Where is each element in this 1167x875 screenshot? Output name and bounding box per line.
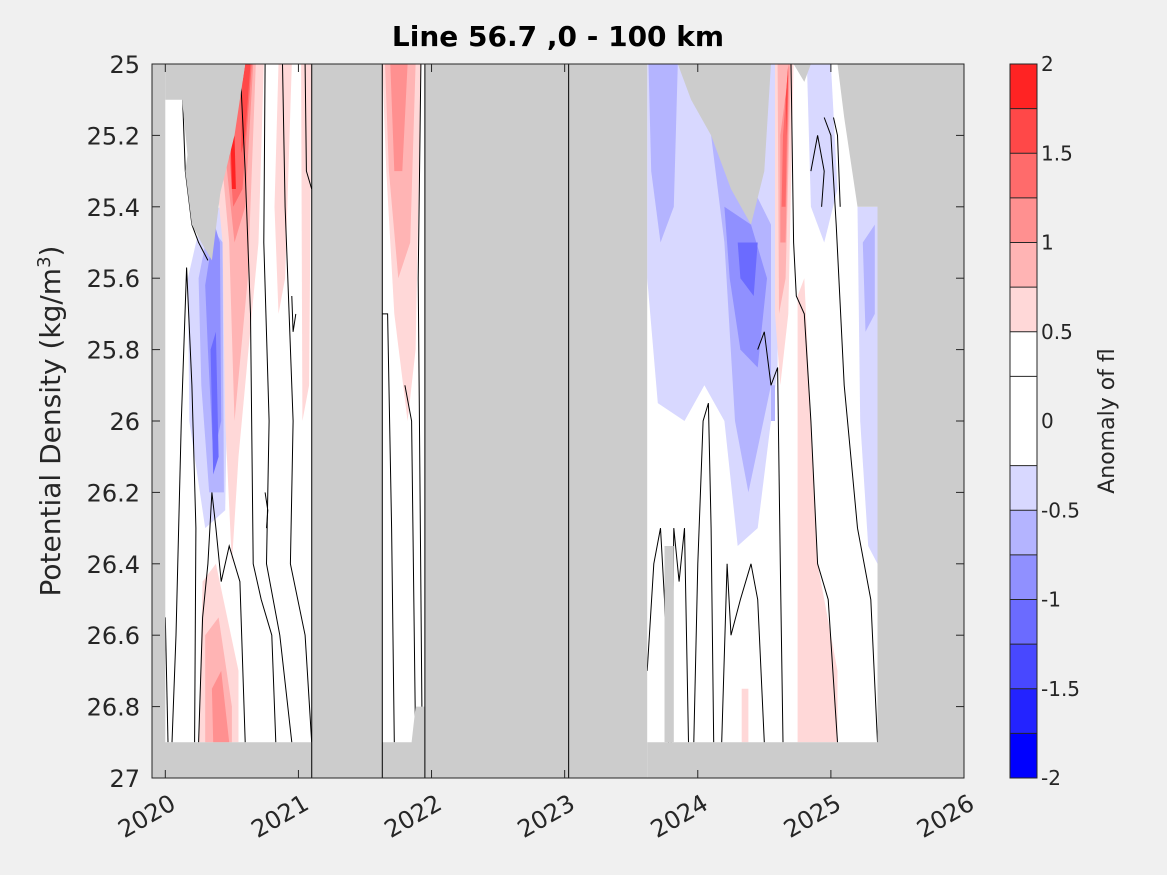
anomaly-patch-31	[797, 278, 838, 743]
colorbar-band-12	[1010, 153, 1037, 198]
anomaly-patch-8	[230, 135, 236, 189]
colorbar-title: Anomaly of fl	[1095, 348, 1120, 494]
colorbar: -2 -1.5 -1 -0.5 0 0.5 1 1.5 2	[1009, 52, 1080, 790]
contour-line-2	[171, 267, 197, 743]
y-tick-label: 25.2	[87, 122, 140, 150]
y-tick-label: 26.8	[87, 694, 140, 722]
no-data-region-6	[424, 64, 569, 778]
colorbar-tick-label: 2	[1041, 52, 1054, 76]
colorbar-band-14	[1010, 64, 1037, 109]
no-data-region-7	[568, 64, 648, 778]
x-tick-label: 2026	[912, 789, 979, 844]
anomaly-patch-23	[737, 242, 758, 296]
no-data-regions	[152, 64, 964, 778]
contour-line-6	[282, 64, 313, 743]
anomaly-patch-34	[862, 224, 875, 332]
contour-line-22	[833, 117, 841, 207]
contour-line-5	[263, 64, 293, 743]
colorbar-band-1	[1010, 688, 1037, 734]
colorbar-band-0	[1010, 733, 1037, 778]
x-tick-label: 2025	[779, 789, 846, 844]
contour-line-20	[823, 117, 878, 743]
colorbar-band-4	[1010, 554, 1037, 600]
contour-line-4	[239, 64, 277, 743]
colorbar-band-10	[1010, 242, 1037, 288]
x-tick-label: 2021	[247, 789, 314, 844]
colorbar-band-8	[1010, 331, 1037, 377]
no-data-region-4	[311, 64, 383, 778]
y-tick-label: 26.4	[87, 551, 140, 579]
x-tick-label: 2023	[513, 789, 580, 844]
colorbar-tick-label: 0.5	[1041, 320, 1073, 344]
colorbar-band-7	[1010, 376, 1037, 466]
colorbar-tick-label: -1.5	[1041, 677, 1080, 701]
y-tick-label: 26.6	[87, 622, 140, 650]
contour-line-1	[164, 617, 169, 743]
anomaly-patch-20	[648, 64, 678, 243]
anomaly-patch-29	[785, 64, 789, 136]
contour-line-9	[264, 492, 269, 529]
anomaly-patch-17	[390, 64, 408, 172]
colorbar-band-13	[1010, 108, 1037, 154]
x-tick-label: 2020	[113, 789, 180, 844]
no-data-region-2	[152, 742, 312, 778]
anomaly-patch-13	[274, 64, 292, 314]
anomaly-patch-30	[741, 688, 749, 743]
colorbar-band-3	[1010, 599, 1037, 645]
y-tick-label: 25	[109, 51, 140, 79]
anomaly-patch-24	[771, 385, 775, 421]
colorbar-band-9	[1010, 287, 1037, 332]
chart-title: Line 56.7 ,0 - 100 km	[392, 20, 724, 53]
y-tick-label: 25.4	[87, 194, 140, 222]
contour-line-3	[198, 492, 246, 743]
colorbar-tick-label: 1.5	[1041, 141, 1073, 165]
contour-line-11	[404, 385, 417, 743]
contour-line-17	[721, 563, 765, 743]
colorbar-tick-label: -0.5	[1041, 498, 1080, 522]
y-tick-label: 25.6	[87, 265, 140, 293]
anomaly-patch-3	[210, 331, 219, 475]
contour-line-19	[790, 64, 838, 743]
anomaly-patch-14	[301, 64, 312, 421]
y-axis: 25 25.2 25.4 25.6 25.8 26 26.2 26.4 26.6 26.8 27	[87, 51, 964, 793]
colorbar-tick-label: -2	[1041, 766, 1061, 790]
colorbar-band-2	[1010, 644, 1037, 689]
no-data-region-11	[677, 64, 771, 225]
no-data-region-10	[837, 64, 964, 778]
contour-line-8	[291, 295, 297, 332]
colorbar-band-5	[1010, 510, 1037, 555]
no-data-region-8	[664, 546, 674, 743]
y-tick-label: 26.2	[87, 479, 140, 507]
y-axis-title-superscript: 3	[34, 256, 55, 267]
colorbar-tick-label: 1	[1041, 231, 1054, 255]
y-tick-label: 25.8	[87, 337, 140, 365]
contour-line-18	[757, 331, 784, 743]
anomaly-patch-12	[211, 670, 230, 743]
plot-area	[152, 64, 964, 778]
colorbar-band-11	[1010, 197, 1037, 243]
y-axis-title: Potential Density (kg/m3)	[34, 246, 67, 597]
x-tick-label: 2024	[646, 789, 713, 844]
contour-lines	[164, 64, 878, 743]
no-data-region-5	[382, 706, 425, 778]
contour-line-10	[382, 313, 395, 743]
contour-line-21	[810, 135, 825, 207]
contour-line-7	[304, 64, 313, 190]
colorbar-band-6	[1010, 465, 1037, 511]
colorbar-tick-label: -1	[1041, 588, 1061, 612]
contour-line-16	[693, 402, 715, 743]
x-tick-label: 2022	[380, 789, 447, 844]
contour-line-12	[415, 64, 423, 743]
y-tick-label: 26	[109, 408, 140, 436]
no-data-region-9	[647, 742, 878, 778]
colorbar-frame	[1009, 63, 1038, 779]
y-tick-label: 27	[109, 765, 140, 793]
no-data-region-1	[178, 64, 246, 243]
anomaly-patch-32	[806, 64, 838, 243]
no-data-region-12	[793, 64, 811, 82]
colorbar-tick-label: 0	[1041, 409, 1054, 433]
